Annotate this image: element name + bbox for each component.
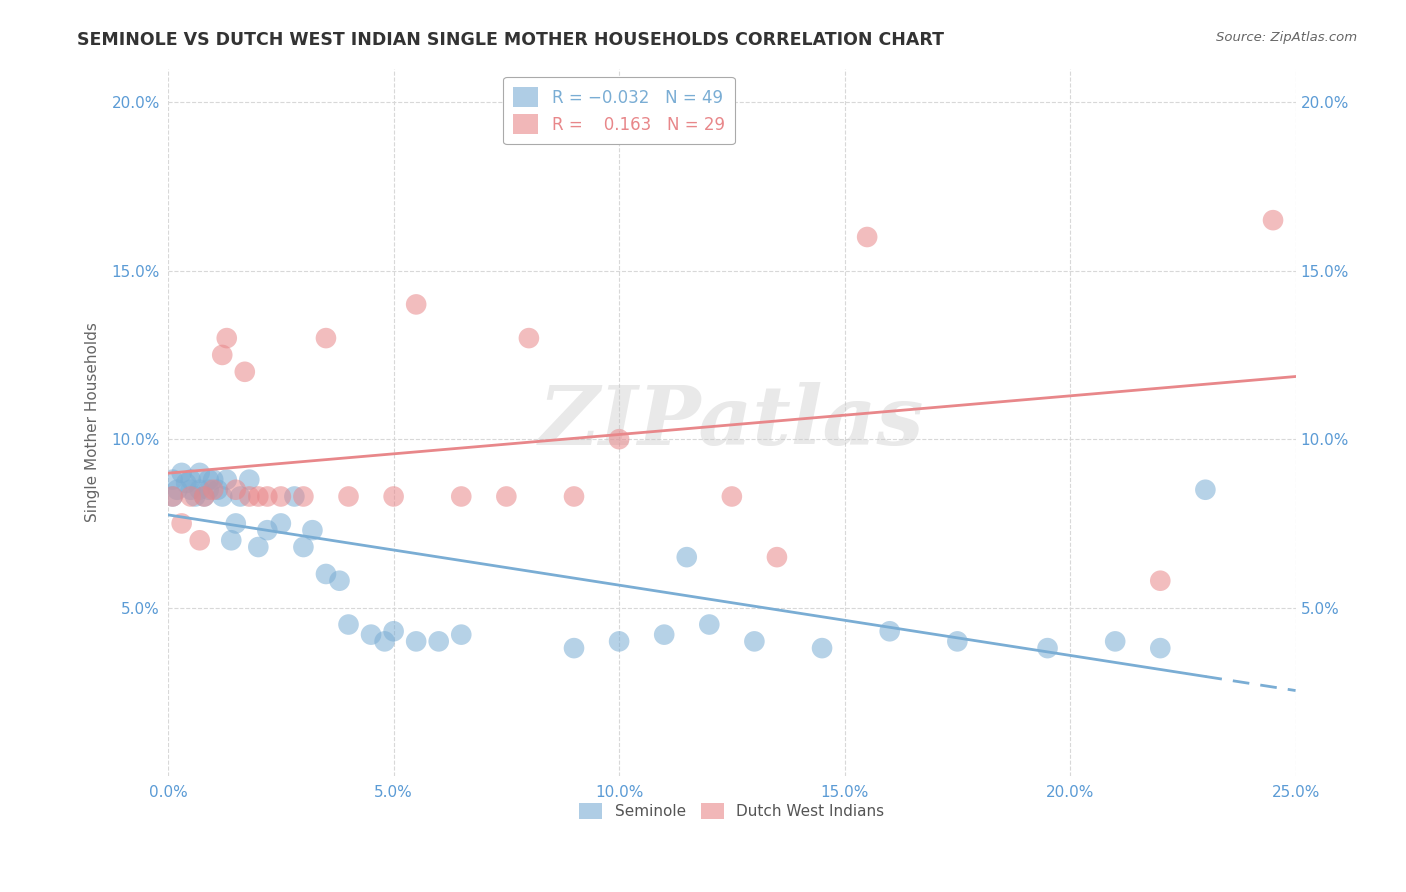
Point	[247, 540, 270, 554]
Point	[405, 634, 427, 648]
Point	[166, 483, 188, 497]
Point	[270, 516, 292, 531]
Point	[450, 627, 472, 641]
Point	[301, 523, 323, 537]
Point	[238, 473, 260, 487]
Point	[337, 617, 360, 632]
Point	[188, 533, 211, 548]
Point	[1036, 641, 1059, 656]
Point	[652, 627, 675, 641]
Point	[184, 490, 207, 504]
Point	[562, 490, 585, 504]
Point	[1149, 574, 1171, 588]
Legend: Seminole, Dutch West Indians: Seminole, Dutch West Indians	[574, 797, 890, 825]
Point	[495, 490, 517, 504]
Point	[405, 297, 427, 311]
Point	[188, 483, 211, 497]
Point	[315, 331, 337, 345]
Point	[766, 550, 789, 565]
Point	[946, 634, 969, 648]
Point	[211, 348, 233, 362]
Point	[180, 473, 202, 487]
Text: Source: ZipAtlas.com: Source: ZipAtlas.com	[1216, 31, 1357, 45]
Point	[283, 490, 305, 504]
Point	[856, 230, 879, 244]
Point	[215, 331, 238, 345]
Point	[225, 516, 247, 531]
Point	[270, 490, 292, 504]
Point	[879, 624, 901, 639]
Point	[174, 475, 197, 490]
Point	[180, 483, 202, 497]
Point	[202, 473, 225, 487]
Point	[193, 490, 215, 504]
Point	[382, 624, 405, 639]
Point	[697, 617, 720, 632]
Point	[382, 490, 405, 504]
Point	[374, 634, 396, 648]
Point	[180, 490, 202, 504]
Point	[188, 466, 211, 480]
Point	[193, 490, 215, 504]
Point	[811, 641, 834, 656]
Point	[517, 331, 540, 345]
Point	[675, 550, 697, 565]
Point	[607, 634, 630, 648]
Point	[328, 574, 350, 588]
Point	[197, 483, 219, 497]
Point	[170, 516, 193, 531]
Point	[721, 490, 744, 504]
Point	[256, 490, 278, 504]
Point	[207, 483, 229, 497]
Point	[1194, 483, 1216, 497]
Text: ZIPatlas: ZIPatlas	[538, 383, 925, 462]
Point	[211, 490, 233, 504]
Point	[162, 490, 184, 504]
Point	[450, 490, 472, 504]
Point	[256, 523, 278, 537]
Text: SEMINOLE VS DUTCH WEST INDIAN SINGLE MOTHER HOUSEHOLDS CORRELATION CHART: SEMINOLE VS DUTCH WEST INDIAN SINGLE MOT…	[77, 31, 945, 49]
Point	[219, 533, 242, 548]
Point	[233, 365, 256, 379]
Point	[202, 483, 225, 497]
Point	[562, 641, 585, 656]
Point	[238, 490, 260, 504]
Point	[1104, 634, 1126, 648]
Point	[292, 490, 315, 504]
Point	[215, 473, 238, 487]
Point	[197, 473, 219, 487]
Point	[427, 634, 450, 648]
Point	[337, 490, 360, 504]
Point	[247, 490, 270, 504]
Y-axis label: Single Mother Households: Single Mother Households	[86, 322, 100, 523]
Point	[360, 627, 382, 641]
Point	[162, 473, 184, 487]
Point	[170, 466, 193, 480]
Point	[1149, 641, 1171, 656]
Point	[229, 490, 252, 504]
Point	[744, 634, 766, 648]
Point	[1261, 213, 1284, 227]
Point	[292, 540, 315, 554]
Point	[225, 483, 247, 497]
Point	[315, 566, 337, 581]
Point	[162, 490, 184, 504]
Point	[607, 432, 630, 446]
